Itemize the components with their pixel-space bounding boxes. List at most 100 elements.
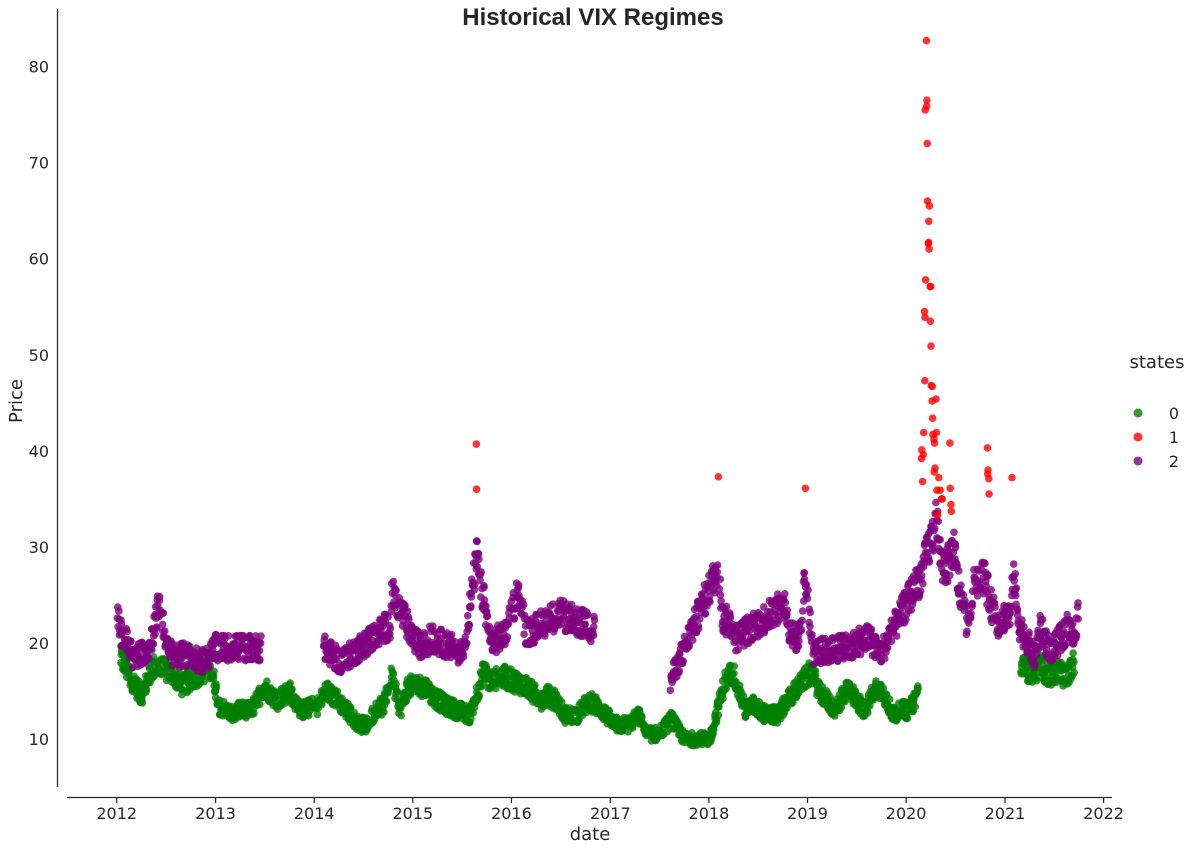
data-point-state-1	[926, 317, 935, 326]
data-point-state-2	[795, 637, 803, 645]
data-point-state-1	[920, 307, 929, 316]
data-point-state-2	[1072, 631, 1081, 639]
data-point-state-1	[924, 238, 933, 247]
data-point-state-2	[447, 630, 456, 639]
data-point-state-2	[881, 654, 889, 663]
data-point-state-2	[957, 581, 965, 589]
data-point-state-0	[392, 680, 400, 688]
data-point-state-0	[318, 700, 326, 709]
data-point-state-2	[781, 598, 790, 607]
data-point-state-2	[929, 540, 937, 548]
data-point-state-2	[1009, 560, 1018, 568]
data-point-state-2	[470, 581, 479, 589]
data-point-state-1	[714, 473, 723, 481]
data-point-state-2	[726, 614, 735, 622]
data-point-state-1	[927, 342, 935, 350]
data-point-state-1	[946, 439, 954, 447]
data-point-state-1	[921, 376, 929, 385]
data-point-state-2	[465, 621, 474, 629]
data-point-state-2	[153, 624, 161, 632]
data-point-state-0	[730, 669, 738, 678]
y-tick-label: 10	[29, 730, 49, 749]
data-point-state-0	[256, 700, 264, 709]
data-point-state-2	[963, 627, 971, 636]
data-point-state-2	[892, 632, 901, 640]
data-point-state-0	[313, 710, 322, 719]
data-point-state-2	[797, 626, 806, 634]
data-point-state-2	[386, 634, 394, 642]
data-point-state-0	[250, 709, 258, 718]
data-point-state-0	[885, 695, 894, 703]
data-point-state-2	[485, 622, 494, 631]
data-point-state-2	[257, 632, 265, 640]
data-point-state-2	[587, 637, 595, 646]
data-point-state-0	[914, 685, 922, 693]
data-point-state-2	[1032, 651, 1041, 659]
data-point-state-2	[123, 627, 131, 636]
data-point-state-1	[932, 428, 941, 437]
data-point-state-2	[934, 517, 943, 526]
data-point-state-2	[581, 620, 589, 628]
data-point-state-2	[463, 639, 471, 648]
data-point-state-2	[549, 600, 557, 608]
data-point-state-2	[467, 602, 475, 610]
data-point-state-0	[382, 697, 391, 706]
x-tick-label: 2012	[96, 804, 137, 823]
data-point-state-2	[955, 567, 963, 575]
data-point-state-2	[734, 645, 742, 654]
data-point-state-1	[472, 440, 481, 448]
x-tick-label: 2021	[985, 804, 1026, 823]
data-point-state-0	[730, 662, 739, 670]
data-point-state-1	[935, 473, 943, 482]
data-point-state-1	[984, 466, 992, 474]
data-point-state-2	[981, 559, 989, 568]
data-point-state-2	[117, 620, 126, 628]
data-point-state-1	[921, 276, 930, 284]
data-point-state-0	[715, 703, 723, 711]
data-point-state-2	[973, 592, 982, 600]
data-point-state-2	[1074, 599, 1082, 607]
data-point-state-1	[947, 500, 955, 509]
data-point-state-2	[148, 646, 156, 654]
data-point-state-1	[925, 217, 933, 226]
data-point-state-2	[332, 654, 341, 662]
x-tick-label: 2016	[491, 804, 532, 823]
data-point-state-2	[713, 561, 722, 569]
data-point-state-2	[1006, 620, 1014, 629]
data-point-state-1	[919, 428, 928, 437]
data-point-state-0	[531, 681, 539, 689]
x-tick-label: 2019	[787, 804, 828, 823]
data-point-state-2	[473, 537, 481, 546]
data-point-state-2	[437, 625, 446, 634]
data-point-state-2	[206, 662, 214, 670]
chart-title: Historical VIX Regimes	[462, 4, 723, 31]
data-point-state-2	[931, 524, 939, 532]
legend-title: states	[1130, 352, 1185, 373]
data-point-state-2	[389, 577, 398, 586]
data-point-state-2	[321, 632, 329, 641]
data-point-state-2	[145, 654, 153, 663]
data-point-state-2	[159, 609, 168, 617]
data-point-state-2	[161, 627, 169, 635]
data-point-state-2	[255, 646, 264, 655]
data-point-state-2	[1025, 628, 1033, 637]
data-point-state-2	[968, 599, 977, 608]
data-point-state-2	[800, 569, 809, 577]
data-point-state-2	[1069, 620, 1077, 628]
y-axis-ticks: 10 20 30 40 50 60 70 80	[29, 58, 49, 749]
data-point-state-2	[967, 609, 975, 618]
data-point-state-2	[804, 586, 812, 594]
data-point-state-1	[985, 490, 993, 498]
data-point-state-2	[806, 622, 814, 631]
data-point-state-2	[584, 610, 592, 619]
data-point-state-0	[879, 684, 887, 692]
data-point-state-0	[389, 669, 398, 678]
data-point-state-2	[514, 581, 523, 589]
data-point-state-2	[716, 591, 725, 599]
data-point-state-2	[783, 606, 792, 614]
data-point-state-1	[985, 474, 993, 483]
data-point-state-2	[951, 543, 960, 552]
data-point-state-0	[903, 714, 912, 723]
data-point-state-0	[475, 691, 484, 700]
data-point-state-2	[158, 620, 167, 629]
